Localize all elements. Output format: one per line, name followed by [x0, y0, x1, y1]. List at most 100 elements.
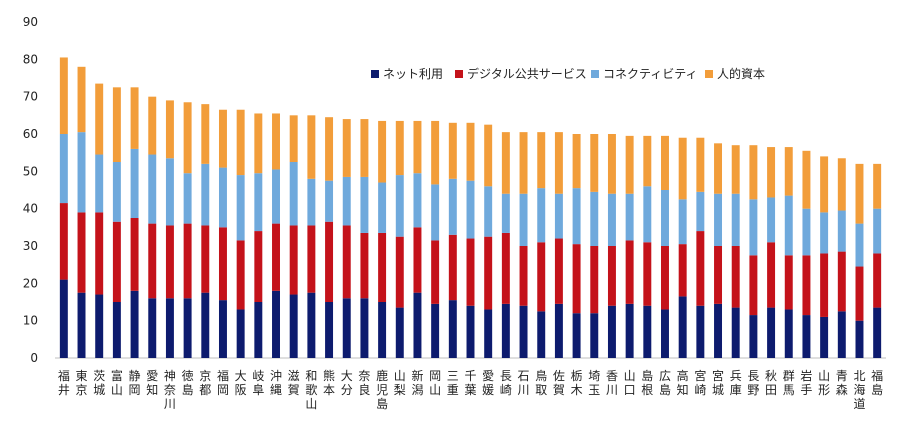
bar-segment-conn	[607, 193, 616, 246]
category-label: 高知	[677, 368, 689, 397]
bar-segment-conn	[431, 184, 440, 241]
legend-label: デジタル公共サービス	[467, 66, 587, 81]
bar-segment-net	[802, 315, 811, 358]
category-label: 青森	[836, 369, 848, 397]
bar-segment-net	[590, 313, 599, 358]
bar-segment-human	[307, 115, 316, 179]
bar-segment-human	[360, 119, 369, 177]
bar-segment-conn	[325, 180, 334, 222]
bar-segment-dps	[678, 244, 687, 297]
bar-segment-net	[395, 307, 404, 358]
category-label: 新潟	[411, 368, 423, 397]
bar-segment-net	[448, 300, 457, 358]
bar-segment-dps	[820, 253, 829, 317]
category-label: 和歌山	[305, 369, 317, 411]
category-label: 愛媛	[482, 369, 494, 397]
legend-label: 人的資本	[717, 66, 765, 81]
bar-segment-net	[59, 279, 68, 358]
bar-segment-net	[607, 305, 616, 358]
y-tick-label: 20	[23, 276, 38, 290]
bar-segment-conn	[554, 193, 563, 239]
bar-segment-net	[165, 298, 174, 358]
y-tick-label: 90	[23, 15, 38, 29]
bar-segment-dps	[607, 246, 616, 306]
y-tick-label: 70	[23, 90, 38, 104]
bar-segment-net	[484, 309, 493, 358]
bar-segment-human	[855, 163, 864, 224]
bar-segment-conn	[413, 173, 422, 228]
bar-segment-net	[201, 292, 210, 358]
bar-segment-conn	[501, 193, 510, 233]
bar-segment-human	[148, 96, 157, 155]
y-tick-label: 40	[23, 202, 38, 216]
category-label: 福岡	[217, 368, 229, 397]
y-tick-label: 0	[30, 351, 38, 365]
category-label: 大分	[341, 369, 353, 397]
bar-segment-net	[360, 298, 369, 358]
bar-segment-conn	[519, 193, 528, 246]
bar-segment-dps	[537, 242, 546, 312]
bar-segment-conn	[448, 178, 457, 235]
bar-segment-dps	[802, 255, 811, 316]
category-label: 京都	[199, 369, 211, 397]
category-label: 福井	[58, 368, 70, 397]
bar-segment-conn	[289, 162, 298, 226]
bar-segment-dps	[130, 218, 139, 291]
bar-segment-conn	[360, 176, 369, 233]
bar-segment-dps	[855, 266, 864, 321]
bar-segment-conn	[678, 199, 687, 245]
bar-segment-human	[272, 113, 280, 170]
category-label: 岩手	[800, 368, 812, 397]
bar-segment-conn	[590, 191, 599, 246]
bar-segment-conn	[130, 148, 139, 218]
bar-segment-dps	[501, 232, 510, 304]
bar-segment-net	[855, 320, 864, 358]
bar-segment-human	[767, 147, 776, 198]
category-label: 千葉	[464, 369, 476, 397]
bar-segment-conn	[661, 190, 669, 246]
category-label: 岡山	[429, 369, 441, 397]
bar-segment-human	[77, 66, 86, 133]
bar-segment-dps	[696, 231, 705, 306]
category-label: 宮崎	[694, 368, 706, 397]
bar-segment-dps	[413, 227, 422, 293]
bar-segment-net	[643, 305, 652, 358]
bar-segment-net	[431, 303, 440, 358]
bar-segment-human	[325, 117, 334, 181]
category-label: 愛知	[146, 369, 158, 397]
bar-segment-human	[236, 109, 245, 176]
bar-segment-net	[784, 309, 793, 358]
bar-segment-dps	[148, 223, 157, 299]
legend-swatch	[705, 70, 713, 78]
bar-segment-net	[95, 294, 104, 358]
bar-segment-dps	[254, 231, 263, 302]
bar-segment-dps	[360, 232, 369, 299]
bar-segment-net	[714, 303, 723, 358]
bar-segment-net	[767, 307, 776, 358]
bar-segment-conn	[625, 193, 634, 241]
bar-segment-human	[749, 145, 758, 200]
bar-segment-dps	[749, 255, 758, 316]
bar-segment-dps	[590, 246, 599, 314]
bar-segment-conn	[572, 188, 581, 245]
bar-segment-dps	[59, 203, 68, 280]
bar-segment-human	[784, 147, 793, 196]
bar-segment-net	[254, 302, 263, 358]
bar-segment-net	[661, 309, 669, 358]
bar-segment-conn	[77, 132, 86, 213]
bar-segment-human	[342, 119, 351, 177]
bar-segment-dps	[378, 232, 387, 302]
bar-segment-human	[59, 57, 68, 134]
bar-segment-human	[112, 87, 121, 162]
category-label: 秋田	[765, 369, 777, 397]
bar-segment-dps	[342, 225, 351, 299]
bar-segment-conn	[484, 186, 493, 237]
category-label: 岐阜	[252, 369, 264, 397]
bar-segment-human	[95, 83, 104, 155]
bar-segment-human	[201, 104, 210, 164]
bar-segment-human	[289, 115, 298, 162]
bar-segment-conn	[784, 195, 793, 256]
bar-segment-human	[466, 122, 475, 181]
bar-segment-human	[537, 132, 546, 189]
